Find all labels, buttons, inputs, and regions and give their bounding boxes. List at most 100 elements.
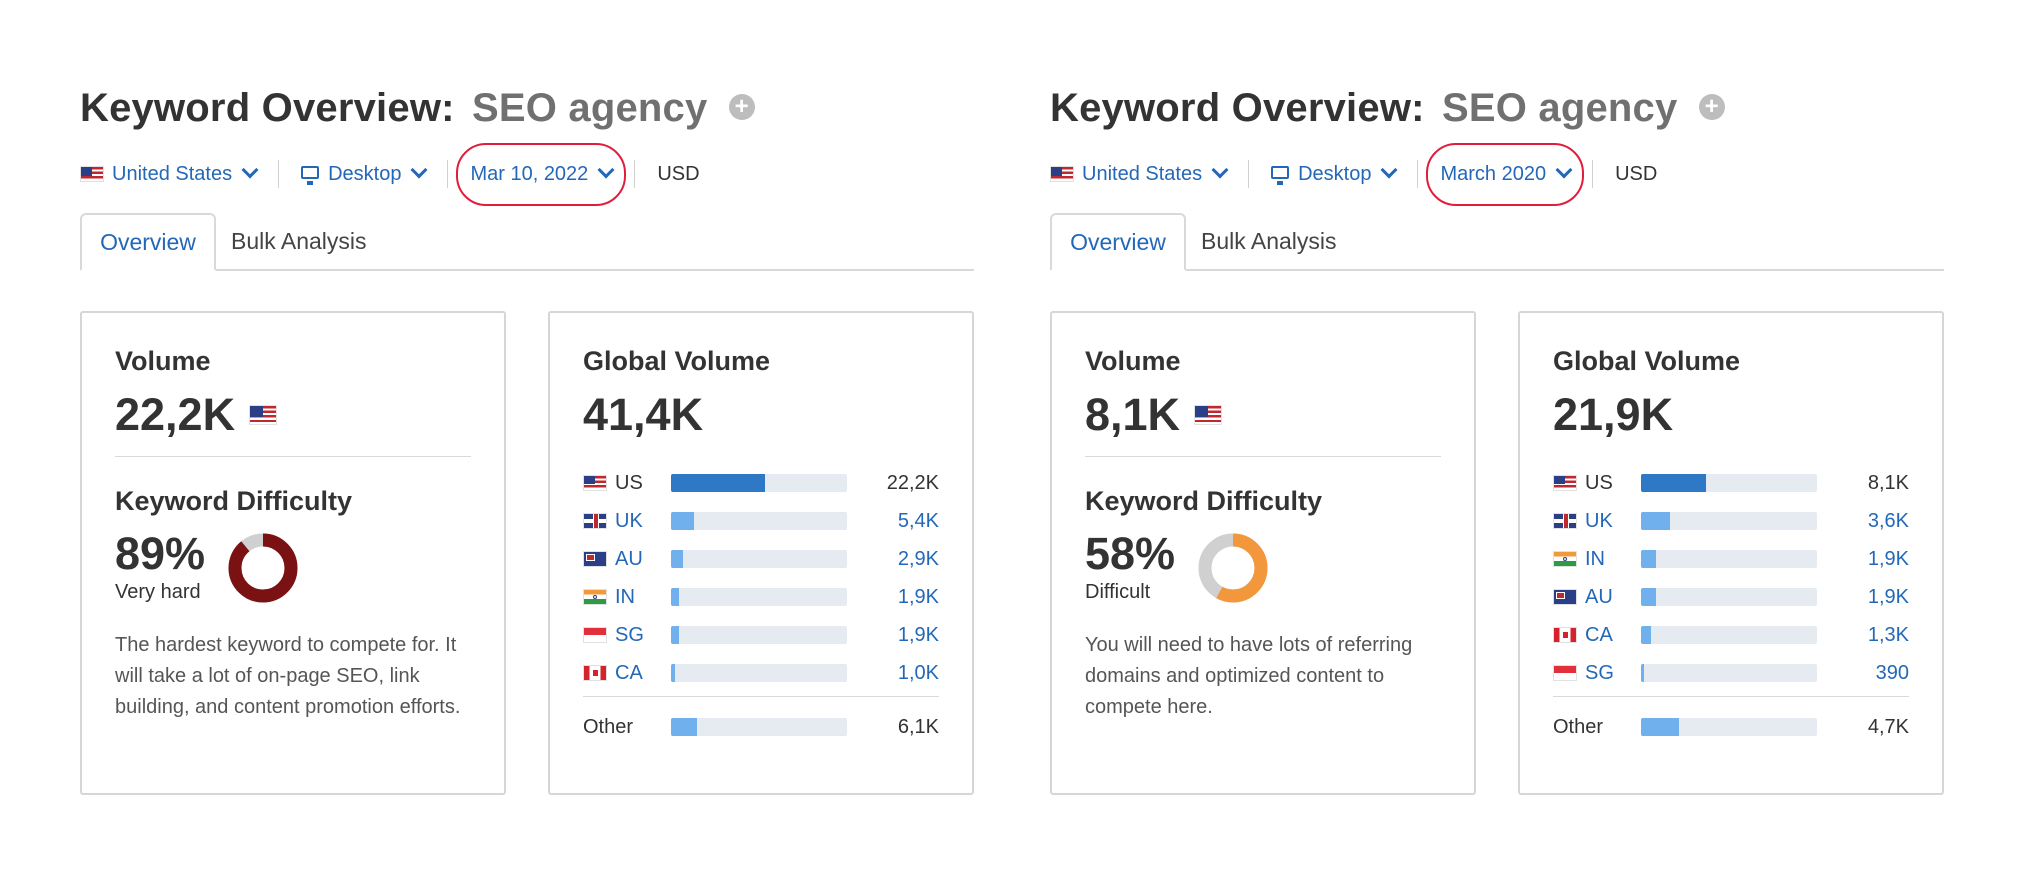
keyword-text: SEO agency: [471, 86, 708, 130]
us-flag-icon: [80, 166, 104, 182]
volume-value: 22,2K: [115, 389, 285, 441]
divider: [634, 160, 636, 188]
tab-bar: Overview Bulk Analysis: [80, 213, 974, 271]
chevron-down-icon: [241, 161, 259, 179]
au-flag-icon: [583, 551, 607, 567]
tab-overview[interactable]: Overview: [1050, 213, 1186, 271]
country-volume-row[interactable]: SG 390: [1553, 660, 1909, 686]
country-volume-value[interactable]: 1,9K: [897, 623, 939, 646]
country-volume-value[interactable]: 5,4K: [897, 509, 939, 532]
divider: [1592, 160, 1594, 188]
keyword-difficulty-title: Keyword Difficulty: [1085, 486, 1323, 516]
donut-arc: [228, 533, 298, 603]
volume-title: Volume: [1085, 346, 1181, 376]
keyword-overview-panel-2022: Keyword Overview: SEO agency + United St…: [80, 0, 995, 892]
country-volume-value[interactable]: 1,9K: [1867, 547, 1909, 570]
uk-flag-icon: [1553, 513, 1577, 529]
country-volume-value[interactable]: 1,9K: [1867, 585, 1909, 608]
volume-bar-fill: [1641, 664, 1645, 682]
volume-bar-fill: [1641, 550, 1657, 568]
chevron-down-icon: [1211, 161, 1229, 179]
volume-bar: [671, 718, 847, 736]
country-volume-value: 8,1K: [1867, 471, 1909, 494]
keyword-difficulty-description: The hardest keyword to compete for. It w…: [115, 634, 461, 718]
country-volume-row[interactable]: IN 1,9K: [1553, 546, 1909, 572]
country-volume-row[interactable]: US 22,2K: [583, 470, 939, 496]
country-volume-row[interactable]: UK 3,6K: [1553, 508, 1909, 534]
tab-bar: Overview Bulk Analysis: [1050, 213, 1944, 271]
country-code[interactable]: AU: [615, 547, 643, 570]
page-title: Keyword Overview: SEO agency +: [1050, 86, 1725, 131]
country-volume-value[interactable]: 3,6K: [1867, 509, 1909, 532]
country-volume-row[interactable]: US 8,1K: [1553, 470, 1909, 496]
country-code[interactable]: US: [1585, 471, 1613, 494]
country-volume-row[interactable]: IN 1,9K: [583, 584, 939, 610]
country-code[interactable]: AU: [1585, 585, 1613, 608]
country-volume-value[interactable]: 1,0K: [897, 661, 939, 684]
global-volume-title: Global Volume: [1553, 346, 1741, 376]
volume-bar: [1641, 588, 1817, 606]
country-volume-value[interactable]: 1,9K: [897, 585, 939, 608]
divider: [278, 160, 280, 188]
country-code[interactable]: UK: [1585, 509, 1613, 532]
country-volume-row[interactable]: CA 1,3K: [1553, 622, 1909, 648]
country-code[interactable]: SG: [615, 623, 644, 646]
toolbar: United States Desktop March 2020 USD: [1050, 142, 1657, 206]
country-label: United States: [112, 162, 233, 185]
country-code[interactable]: IN: [615, 585, 635, 608]
device-dropdown[interactable]: Desktop: [1271, 161, 1398, 186]
divider: [1085, 456, 1441, 457]
global-volume-card: Global Volume 41,4K US 22,2K UK 5,4K AU 2,9K I…: [548, 311, 974, 795]
country-dropdown[interactable]: United States: [80, 161, 259, 186]
divider: [115, 456, 471, 457]
country-code[interactable]: CA: [1585, 623, 1613, 646]
volume-title: Volume: [115, 346, 211, 376]
country-code[interactable]: IN: [1585, 547, 1605, 570]
volume-bar-fill: [1641, 626, 1652, 644]
country-code[interactable]: CA: [615, 661, 643, 684]
chevron-down-icon: [597, 161, 615, 179]
plus-circle-icon[interactable]: +: [1698, 94, 1725, 121]
difficulty-donut-chart: [228, 533, 298, 603]
country-code[interactable]: SG: [1585, 661, 1614, 684]
device-label: Desktop: [328, 162, 402, 185]
volume-bar: [1641, 718, 1817, 736]
other-volume-row: Other 6,1K: [583, 714, 939, 740]
volume-bar-fill: [1641, 718, 1679, 736]
date-dropdown[interactable]: Mar 10, 2022: [456, 142, 627, 206]
volume-card: Volume 8,1K Keyword Difficulty 58% Diffi…: [1050, 311, 1476, 795]
tab-bulk-analysis[interactable]: Bulk Analysis: [231, 227, 367, 254]
keyword-difficulty-level: Very hard: [115, 581, 201, 603]
us-flag-icon: [249, 405, 278, 425]
device-label: Desktop: [1298, 162, 1372, 185]
country-dropdown[interactable]: United States: [1050, 161, 1229, 186]
country-volume-row[interactable]: SG 1,9K: [583, 622, 939, 648]
volume-bar-fill: [671, 512, 694, 530]
plus-circle-icon[interactable]: +: [728, 94, 755, 121]
tab-bulk-analysis[interactable]: Bulk Analysis: [1201, 227, 1337, 254]
date-dropdown[interactable]: March 2020: [1426, 142, 1585, 206]
country-code[interactable]: UK: [615, 509, 643, 532]
tab-overview[interactable]: Overview: [80, 213, 216, 271]
country-volume-value[interactable]: 1,3K: [1867, 623, 1909, 646]
country-volume-value[interactable]: 390: [1875, 661, 1909, 684]
country-volume-row[interactable]: UK 5,4K: [583, 508, 939, 534]
us-flag-icon: [1050, 166, 1074, 182]
page-title: Keyword Overview: SEO agency +: [80, 86, 755, 131]
volume-card: Volume 22,2K Keyword Difficulty 89% Very…: [80, 311, 506, 795]
ca-flag-icon: [583, 665, 607, 681]
other-label: Other: [1553, 715, 1604, 738]
volume-number: 8,1K: [1085, 389, 1181, 440]
country-volume-row[interactable]: CA 1,0K: [583, 660, 939, 686]
currency-label: USD: [657, 162, 700, 185]
date-label: Mar 10, 2022: [470, 162, 589, 185]
volume-bar: [671, 550, 847, 568]
country-volume-row[interactable]: AU 2,9K: [583, 546, 939, 572]
country-volume-row[interactable]: AU 1,9K: [1553, 584, 1909, 610]
device-dropdown[interactable]: Desktop: [301, 161, 428, 186]
country-volume-value[interactable]: 2,9K: [897, 547, 939, 570]
volume-bar-fill: [671, 664, 676, 682]
volume-bar: [1641, 550, 1817, 568]
country-code[interactable]: US: [615, 471, 643, 494]
volume-bar: [1641, 512, 1817, 530]
